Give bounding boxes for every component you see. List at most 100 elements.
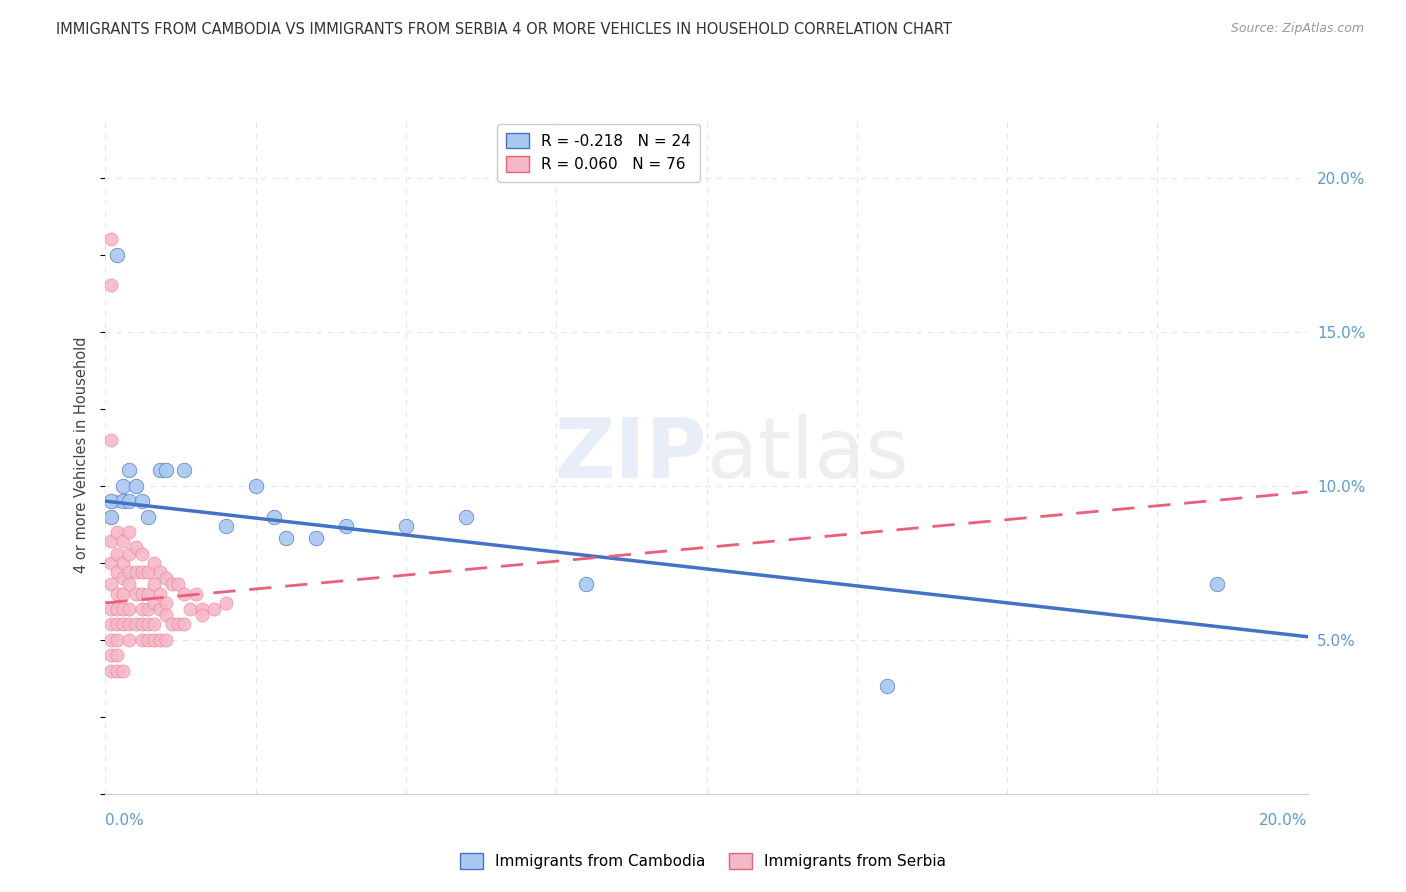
Point [190, 608, 212, 623]
Point [112, 556, 135, 570]
Point [263, 509, 285, 524]
Point [142, 617, 165, 632]
Text: 20.0%: 20.0% [1260, 814, 1308, 828]
Point [131, 565, 153, 579]
Point [155, 608, 177, 623]
Point [575, 577, 598, 591]
Point [118, 494, 141, 508]
Point [100, 433, 122, 447]
Point [118, 524, 141, 539]
Point [876, 679, 898, 693]
Point [118, 547, 141, 561]
Point [160, 577, 183, 591]
Point [454, 509, 477, 524]
Point [118, 577, 141, 591]
Point [173, 617, 195, 632]
Legend: R = -0.218   N = 24, R = 0.060   N = 76: R = -0.218 N = 24, R = 0.060 N = 76 [496, 124, 700, 182]
Point [148, 602, 170, 616]
Point [112, 494, 135, 508]
Point [131, 602, 153, 616]
Point [107, 617, 129, 632]
Point [148, 565, 170, 579]
Point [166, 577, 188, 591]
Point [107, 524, 129, 539]
Point [118, 632, 141, 647]
Point [160, 617, 183, 632]
Point [124, 541, 146, 555]
Point [214, 596, 236, 610]
Point [214, 518, 236, 533]
Point [100, 617, 122, 632]
Point [107, 586, 129, 600]
Text: ZIP: ZIP [554, 415, 707, 495]
Legend: Immigrants from Cambodia, Immigrants from Serbia: Immigrants from Cambodia, Immigrants fro… [454, 847, 952, 875]
Point [100, 232, 122, 246]
Point [112, 586, 135, 600]
Point [118, 463, 141, 477]
Point [107, 494, 129, 508]
Point [142, 596, 165, 610]
Point [184, 586, 207, 600]
Point [142, 632, 165, 647]
Text: Source: ZipAtlas.com: Source: ZipAtlas.com [1230, 22, 1364, 36]
Point [107, 664, 129, 678]
Point [166, 617, 188, 632]
Point [118, 617, 141, 632]
Point [107, 648, 129, 663]
Point [1206, 577, 1229, 591]
Point [131, 632, 153, 647]
Point [100, 664, 122, 678]
Point [100, 602, 122, 616]
Point [136, 632, 159, 647]
Point [136, 565, 159, 579]
Point [173, 586, 195, 600]
Point [173, 463, 195, 477]
Point [112, 617, 135, 632]
Point [107, 565, 129, 579]
Point [395, 518, 418, 533]
Text: IMMIGRANTS FROM CAMBODIA VS IMMIGRANTS FROM SERBIA 4 OR MORE VEHICLES IN HOUSEHO: IMMIGRANTS FROM CAMBODIA VS IMMIGRANTS F… [56, 22, 952, 37]
Point [155, 571, 177, 585]
Point [190, 602, 212, 616]
Point [155, 632, 177, 647]
Point [136, 586, 159, 600]
Point [179, 602, 201, 616]
Point [136, 509, 159, 524]
Point [136, 617, 159, 632]
Point [131, 494, 153, 508]
Point [202, 602, 225, 616]
Point [155, 596, 177, 610]
Point [124, 586, 146, 600]
Point [112, 664, 135, 678]
Point [142, 556, 165, 570]
Point [107, 247, 129, 261]
Y-axis label: 4 or more Vehicles in Household: 4 or more Vehicles in Household [75, 336, 90, 574]
Point [131, 617, 153, 632]
Point [100, 648, 122, 663]
Point [100, 577, 122, 591]
Point [124, 479, 146, 493]
Point [335, 518, 357, 533]
Point [148, 586, 170, 600]
Point [100, 534, 122, 549]
Point [305, 531, 328, 545]
Point [112, 571, 135, 585]
Point [131, 586, 153, 600]
Point [274, 531, 297, 545]
Point [100, 509, 122, 524]
Point [112, 479, 135, 493]
Point [118, 602, 141, 616]
Point [107, 632, 129, 647]
Point [124, 617, 146, 632]
Point [148, 632, 170, 647]
Point [112, 602, 135, 616]
Point [107, 547, 129, 561]
Point [100, 494, 122, 508]
Point [155, 463, 177, 477]
Point [131, 547, 153, 561]
Point [124, 565, 146, 579]
Point [148, 463, 170, 477]
Point [100, 509, 122, 524]
Text: atlas: atlas [707, 415, 908, 495]
Text: 0.0%: 0.0% [105, 814, 145, 828]
